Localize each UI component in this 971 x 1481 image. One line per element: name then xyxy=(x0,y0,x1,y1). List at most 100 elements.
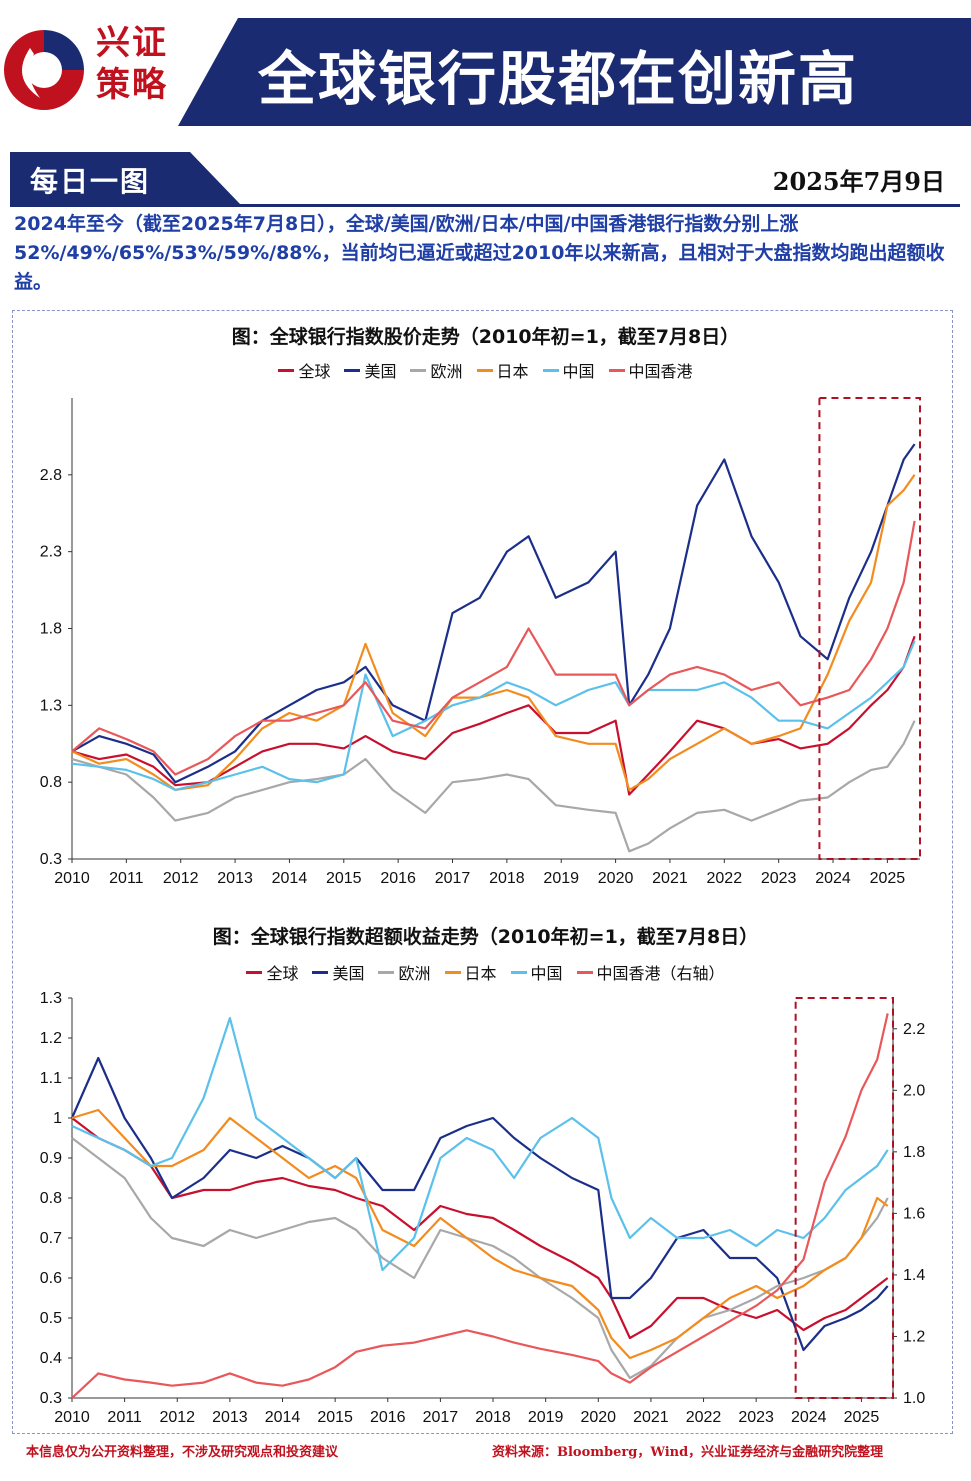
x-tick-label: 2011 xyxy=(109,870,144,887)
series-line xyxy=(71,1016,889,1272)
chart1-plot: 0.3 0.8 1.3 1.8 2.3 2.8 2010 2011 2012 2013 2014 20… xyxy=(40,397,922,887)
legend-item: 美国 xyxy=(344,358,396,382)
x-tick-label: 2020 xyxy=(580,1409,616,1426)
x-tick-label: 2025 xyxy=(844,1409,880,1426)
chart2-plot: 0.3 0.4 0.5 0.6 0.7 0.8 0.9 1 1.1 1.2 1.3 1.0 1.2 1.4… xyxy=(40,990,926,1426)
y-tick-label: 1.3 xyxy=(40,990,62,1007)
x-tick-label: 2010 xyxy=(54,1409,90,1426)
x-tick-label: 2022 xyxy=(707,870,743,887)
data-source: 资料来源：Bloomberg，Wind，兴业证券经济与金融研究院整理 xyxy=(492,1445,884,1460)
legend-item: 美国 xyxy=(312,960,364,984)
x-tick-label: 2022 xyxy=(686,1409,722,1426)
y2-tick-label: 2.2 xyxy=(903,1021,925,1038)
x-tick-label: 2015 xyxy=(326,870,362,887)
series-line xyxy=(71,635,916,796)
series-line xyxy=(70,1056,889,1352)
summary-text: 2024年至今（截至2025年7月8日），全球/美国/欧洲/日本/中国/中国香港… xyxy=(14,213,945,293)
y2-tick-label: 1.8 xyxy=(903,1144,925,1161)
chart1-legend: 全球 美国 欧洲 日本 中国 中国香港 xyxy=(0,358,971,382)
x-tick-label: 2021 xyxy=(633,1409,669,1426)
x-tick-label: 2017 xyxy=(423,1409,459,1426)
x-tick-label: 2016 xyxy=(380,870,416,887)
x-tick-label: 2019 xyxy=(528,1409,564,1426)
chart-frame xyxy=(12,310,953,1434)
x-tick-label: 2018 xyxy=(489,870,525,887)
header-banner xyxy=(178,18,971,126)
series-line xyxy=(71,474,916,791)
chart1-title: 图：全球银行指数股价走势（2010年初=1，截至7月8日） xyxy=(231,326,740,348)
page-title: 全球银行股都在创新高 xyxy=(258,45,859,113)
publish-date: 2025年7月9日 xyxy=(772,167,945,196)
y-tick-label: 0.3 xyxy=(40,851,62,868)
x-tick-label: 2018 xyxy=(475,1409,511,1426)
x-tick-label: 2021 xyxy=(652,870,688,887)
legend-item: 日本 xyxy=(476,358,529,382)
series-line xyxy=(71,1117,889,1340)
legend-item: 全球 xyxy=(278,358,330,382)
series-line xyxy=(71,720,916,853)
x-tick-label: 2012 xyxy=(159,1409,195,1426)
legend-item: 日本 xyxy=(444,960,497,984)
series-line xyxy=(71,443,916,784)
chart2-title: 图：全球银行指数超额收益走势（2010年初=1，截至7月8日） xyxy=(212,926,759,948)
y-tick-label: 2.3 xyxy=(40,544,62,561)
y-tick-label: 0.8 xyxy=(40,774,62,791)
x-tick-label: 2024 xyxy=(791,1409,827,1426)
series-line xyxy=(71,1137,889,1380)
x-tick-label: 2014 xyxy=(272,870,308,887)
highlight-box xyxy=(818,397,922,860)
x-tick-label: 2016 xyxy=(370,1409,406,1426)
legend-item: 中国 xyxy=(542,358,595,382)
y-tick-label: 1 xyxy=(53,1110,62,1127)
chart2-legend: 全球 美国 欧洲 日本 中国 中国香港（右轴） xyxy=(0,960,971,984)
y-tick-label: 1.2 xyxy=(40,1030,62,1047)
legend-item: 全球 xyxy=(246,960,298,984)
y2-tick-label: 2.0 xyxy=(903,1082,925,1099)
x-tick-label: 2011 xyxy=(107,1409,142,1426)
x-tick-label: 2020 xyxy=(598,870,634,887)
y-tick-label: 1.3 xyxy=(40,697,62,714)
y-tick-label: 1.1 xyxy=(40,1070,62,1087)
y-tick-label: 0.5 xyxy=(40,1310,62,1327)
series-line xyxy=(71,520,916,776)
brand-wordmark: 兴证 策略 xyxy=(96,23,168,105)
series-line xyxy=(71,640,916,791)
x-tick-label: 2017 xyxy=(435,870,471,887)
legend-item: 欧洲 xyxy=(378,960,431,984)
x-tick-label: 2015 xyxy=(317,1409,353,1426)
x-tick-label: 2023 xyxy=(738,1409,774,1426)
brand-logo xyxy=(4,30,84,110)
series-line xyxy=(71,1013,889,1399)
legend-item: 中国香港（右轴） xyxy=(576,960,725,984)
x-tick-label: 2019 xyxy=(543,870,579,887)
y-tick-label: 0.7 xyxy=(40,1230,62,1247)
legend-item: 欧洲 xyxy=(410,358,463,382)
section-tab-label: 每日一图 xyxy=(30,165,151,198)
y-tick-label: 0.3 xyxy=(40,1390,62,1407)
y-tick-label: 0.8 xyxy=(40,1190,62,1207)
y2-tick-label: 1.2 xyxy=(903,1328,925,1345)
legend-item: 中国香港 xyxy=(608,358,693,382)
x-tick-label: 2012 xyxy=(163,870,199,887)
y-tick-label: 0.9 xyxy=(40,1150,62,1167)
legend-item: 中国 xyxy=(510,960,563,984)
y-tick-label: 1.8 xyxy=(40,621,62,638)
series-line xyxy=(71,1108,889,1360)
x-tick-label: 2023 xyxy=(761,870,797,887)
divider xyxy=(10,204,960,207)
section-tab xyxy=(10,152,240,204)
y-tick-label: 2.8 xyxy=(40,467,62,484)
y2-tick-label: 1.4 xyxy=(903,1267,925,1284)
highlight-box xyxy=(794,997,894,1399)
y2-tick-label: 1.6 xyxy=(903,1205,925,1222)
y2-tick-label: 1.0 xyxy=(903,1390,925,1407)
y-tick-label: 0.6 xyxy=(40,1270,62,1287)
y-tick-label: 0.4 xyxy=(40,1350,62,1367)
x-tick-label: 2024 xyxy=(815,870,851,887)
disclaimer: 本信息仅为公开资料整理，不涉及研究观点和投资建议 xyxy=(26,1445,339,1460)
x-tick-label: 2025 xyxy=(870,870,906,887)
x-tick-label: 2013 xyxy=(217,870,253,887)
x-tick-label: 2013 xyxy=(212,1409,248,1426)
x-tick-label: 2014 xyxy=(265,1409,301,1426)
x-tick-label: 2010 xyxy=(54,870,90,887)
